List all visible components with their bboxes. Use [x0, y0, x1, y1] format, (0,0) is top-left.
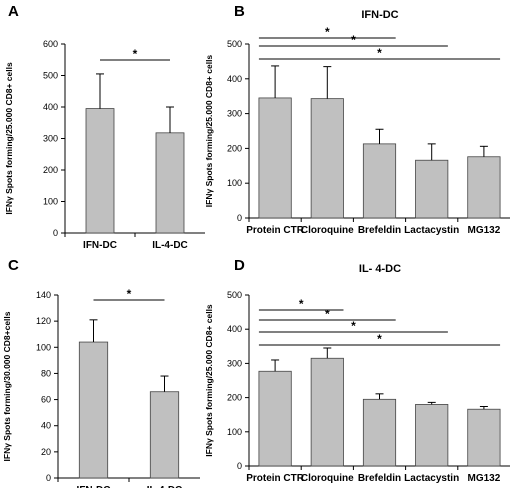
panel-b-y-axis-label: IFNγ Spots forming/25.000 CD8+ cells [204, 55, 214, 208]
panel-d-bar [310, 357, 344, 467]
panel-d-ytick-label: 200 [227, 393, 242, 403]
panel-b-ytick-label: 400 [227, 74, 242, 84]
panel-b-category-label: MG132 [468, 225, 501, 236]
panel-a-significance-star: * [133, 47, 138, 61]
panel-c-ytick-label: 120 [36, 316, 51, 326]
panel-d-bar [362, 398, 397, 467]
panel-c-category-label: IL-4-DC [147, 485, 183, 488]
panel-d-category-label: Brefeldin [358, 473, 401, 484]
panel-b-category-label: Protein CTR [246, 225, 305, 236]
panel-d-bar [415, 404, 449, 467]
panel-a-ytick-label: 300 [43, 134, 58, 144]
panel-d-ytick-label: 400 [227, 324, 242, 334]
panel-d-ytick-label: 0 [237, 461, 242, 471]
panel-a-ytick-label: 0 [53, 228, 58, 238]
panel-b-category-label: Brefeldin [358, 225, 401, 236]
panel-b-significance-star: * [377, 46, 382, 60]
panel-b-bar [415, 159, 449, 219]
panel-b-bar [310, 98, 344, 219]
panel-a-ytick-label: 100 [43, 197, 58, 207]
panel-b-significance-star: * [351, 33, 356, 47]
panel-c-ytick-label: 100 [36, 342, 51, 352]
panel-c-letter: C [8, 257, 19, 274]
panel-c-bar [78, 341, 109, 479]
panel-b-ytick-label: 500 [227, 39, 242, 49]
panel-d-category-label: Cloroquine [301, 473, 354, 484]
panel-c-ytick-label: 0 [46, 473, 51, 483]
panel-d-category-label: Protein CTR [246, 473, 305, 484]
panel-a-ytick-label: 500 [43, 71, 58, 81]
panel-a-ytick-label: 600 [43, 39, 58, 49]
panel-c-significance-star: * [127, 287, 132, 301]
panel-c-ytick-label: 20 [41, 447, 51, 457]
panel-d-significance-star: * [299, 297, 304, 311]
panel-b-significance-star: * [325, 25, 330, 39]
panel-a-bar [155, 132, 185, 234]
panel-b-letter: B [234, 3, 245, 20]
panel-c-ytick-label: 140 [36, 290, 51, 300]
panel-a-ytick-label: 400 [43, 102, 58, 112]
panel-d-letter: D [234, 257, 245, 274]
panel-d-significance-star: * [325, 307, 330, 321]
panel-c-category-label: IFN-DC [77, 485, 111, 488]
panel-b-bar [258, 97, 292, 219]
panel-d-category-label: MG132 [468, 473, 501, 484]
panel-d-title: IL- 4-DC [359, 263, 401, 275]
panel-d-ytick-label: 300 [227, 358, 242, 368]
panel-c-ytick-label: 80 [41, 368, 51, 378]
panel-a-bar [85, 108, 115, 234]
panel-c-y-axis-label: IFNγ Spots forming/30.000 CD8+cells [2, 311, 12, 461]
panel-a-ytick-label: 200 [43, 165, 58, 175]
panel-c-ytick-label: 60 [41, 395, 51, 405]
panel-b-title: IFN-DC [361, 9, 398, 21]
panel-c-ytick-label: 40 [41, 421, 51, 431]
panel-d-significance-star: * [351, 319, 356, 333]
panel-a-category-label: IL-4-DC [152, 240, 188, 251]
panel-b-ytick-label: 200 [227, 143, 242, 153]
panel-b-category-label: Cloroquine [301, 225, 354, 236]
panel-a-letter: A [8, 3, 19, 20]
panel-d-bar [467, 408, 501, 467]
panel-c-bar [149, 391, 180, 479]
panel-b-bar [467, 156, 501, 219]
panel-a-category-label: IFN-DC [83, 240, 117, 251]
panel-a-y-axis-label: IFNγ Spots forming/25.000 CD8+ cells [4, 62, 14, 215]
panel-b-ytick-label: 300 [227, 109, 242, 119]
panel-d-y-axis-label: IFNγ Spots forming/25.000 CD8+ cells [204, 304, 214, 457]
panel-b-bar [362, 143, 397, 219]
panel-b-category-label: Lactacystin [404, 225, 459, 236]
panel-d-ytick-label: 100 [227, 427, 242, 437]
panel-d-ytick-label: 500 [227, 290, 242, 300]
panel-d-bar [258, 370, 292, 467]
panel-d-significance-star: * [377, 332, 382, 346]
panel-d-category-label: Lactacystin [404, 473, 459, 484]
panel-b-ytick-label: 0 [237, 213, 242, 223]
panel-b-ytick-label: 100 [227, 178, 242, 188]
